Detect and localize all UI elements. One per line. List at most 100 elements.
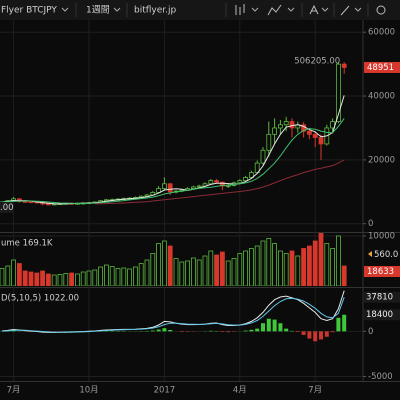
chart-type-icon[interactable] [235, 4, 245, 15]
dropdown-arrow[interactable] [113, 7, 121, 12]
histogram-bar [168, 329, 173, 332]
volume-bar [202, 255, 208, 286]
volume-bar [132, 266, 138, 286]
value-tag [364, 291, 400, 303]
volume-bar [161, 240, 167, 286]
pane-title: D(5,10,5) 1022.00 [1, 294, 79, 304]
histogram-bar [162, 328, 167, 332]
volume-bar [190, 257, 196, 286]
tag-label: 18633 [367, 267, 394, 277]
volume-bar [57, 274, 63, 286]
volume-bar [0, 268, 5, 286]
volume-bar [46, 273, 51, 286]
volume-bar [312, 240, 318, 286]
candle-body [167, 183, 173, 193]
volume-bar [225, 260, 231, 286]
volume-bar [341, 265, 347, 286]
candle-body [272, 127, 278, 135]
y-tick-label: 60000 [368, 28, 395, 38]
line [1, 297, 345, 333]
symbol[interactable]: Flyer BTCJPY [1, 6, 57, 16]
volume-bar [272, 243, 278, 286]
x-tick-label: 7月 [7, 386, 21, 396]
x-tick-label: 7月 [308, 386, 322, 396]
volume-bar [51, 274, 57, 286]
volume-bar [40, 270, 45, 286]
settings-icon[interactable] [376, 5, 386, 15]
volume-bar [231, 258, 237, 286]
volume-bar [283, 253, 289, 286]
pane [0, 233, 347, 286]
volume-bar [318, 233, 324, 286]
volume-bar [156, 243, 162, 286]
histogram-bar [324, 331, 329, 337]
high-label: 506205.00 [294, 57, 340, 67]
candle-body [260, 149, 266, 164]
left-label-bg [0, 202, 14, 213]
candle-body [46, 203, 51, 206]
line [94, 159, 345, 205]
tag-label: 560.0 [374, 250, 398, 260]
histogram-bar [208, 330, 213, 332]
volume-bar [86, 270, 92, 286]
histogram-bar [255, 328, 260, 332]
pane [0, 62, 347, 206]
tag-marker [368, 251, 372, 257]
volume-bar [324, 243, 330, 286]
draw-icon[interactable] [340, 5, 350, 16]
volume-bar [306, 245, 312, 286]
histogram-bar [11, 330, 16, 332]
toolbar-bg [0, 0, 400, 20]
dropdown-arrow[interactable] [354, 7, 362, 12]
volume-bar [179, 261, 185, 286]
volume-bar [254, 245, 260, 286]
candle-body [341, 63, 347, 68]
dropdown-arrow[interactable] [321, 7, 329, 12]
dropdown-arrow[interactable] [251, 7, 259, 12]
candle-body [318, 137, 324, 145]
candle-body [248, 172, 254, 178]
volume-bar [138, 263, 144, 286]
candle-body [208, 180, 214, 185]
interval[interactable]: 1週間 [86, 5, 110, 16]
y-tick-label: 10000 [368, 232, 395, 242]
left-label: .00 [0, 203, 14, 213]
volume-bar [301, 248, 307, 286]
histogram-bar [284, 328, 289, 332]
histogram-bar [226, 331, 231, 333]
price-tag-label: 48951 [367, 63, 394, 73]
dropdown-arrow[interactable] [287, 7, 295, 12]
volume-bar [237, 253, 243, 286]
volume-bar [248, 248, 254, 286]
volume-bar [5, 265, 11, 286]
volume-bar [28, 271, 34, 286]
pane [0, 290, 347, 342]
candle-body [277, 124, 283, 129]
histogram-bar [342, 314, 347, 332]
line [1, 95, 345, 205]
volume-bar [208, 250, 214, 286]
indicator-icon[interactable] [267, 4, 282, 16]
volume-bar [243, 250, 249, 286]
histogram-bar [307, 331, 312, 339]
volume-bar [289, 250, 295, 286]
candle-body [237, 180, 243, 184]
volume-bar [63, 273, 69, 286]
candle-body [306, 130, 312, 135]
volume-bar [260, 240, 266, 286]
volume-bar [16, 263, 22, 286]
volume-bar [266, 238, 272, 286]
dropdown-arrow[interactable] [61, 7, 69, 12]
histogram-bar [220, 331, 225, 332]
histogram-bar [261, 323, 265, 332]
volume-bar [330, 248, 336, 286]
price-tag [364, 61, 400, 73]
volume-bar [22, 270, 28, 286]
volume-bar [98, 266, 103, 286]
line [1, 118, 345, 205]
compare-icon[interactable] [309, 4, 319, 15]
x-tick-label: 2017 [154, 386, 176, 396]
source: bitflyer.jp [134, 6, 177, 16]
